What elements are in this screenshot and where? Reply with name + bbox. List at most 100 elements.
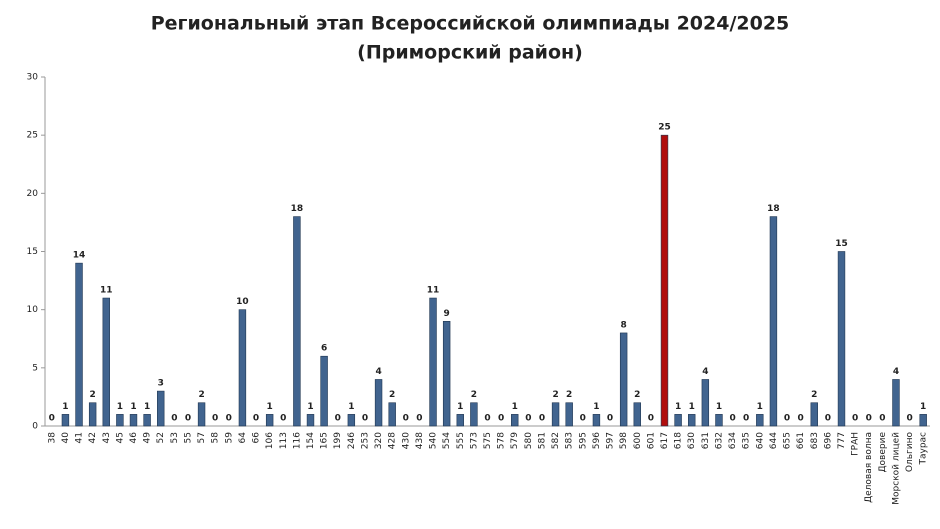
- x-tick-label: 632: [714, 432, 724, 449]
- x-tick-label: 600: [633, 432, 643, 449]
- x-tick-label: 597: [606, 432, 616, 449]
- value-label: 4: [702, 367, 708, 377]
- value-label: 1: [117, 402, 123, 412]
- value-label: 0: [498, 414, 504, 424]
- bar: [238, 309, 247, 427]
- value-label: 0: [484, 414, 490, 424]
- bar: [429, 297, 437, 427]
- value-label: 2: [634, 390, 640, 400]
- value-label: 0: [362, 414, 368, 424]
- x-tick-label: 640: [755, 432, 765, 449]
- value-label: 9: [444, 309, 450, 319]
- x-tick-label: ГРАН: [851, 432, 861, 456]
- x-tick-label: 655: [783, 432, 793, 449]
- x-tick-label: 595: [578, 432, 588, 449]
- value-label: 1: [512, 402, 518, 412]
- bar: [157, 390, 165, 427]
- value-label: 0: [212, 414, 218, 424]
- x-tick-label: 601: [646, 432, 656, 449]
- bar: [265, 414, 274, 427]
- bar: [129, 414, 138, 427]
- value-label: 0: [784, 414, 790, 424]
- value-label: 1: [675, 402, 681, 412]
- chart-subtitle: (Приморский район): [357, 42, 583, 64]
- value-label: 0: [866, 414, 872, 424]
- bar: [769, 216, 778, 427]
- x-tick-label: 581: [537, 432, 547, 449]
- value-label: 1: [757, 402, 763, 412]
- bar: [88, 402, 97, 427]
- x-tick-label: 617: [660, 432, 670, 449]
- x-tick-label: 116: [292, 432, 302, 449]
- value-label: 11: [100, 286, 113, 296]
- y-tick-label: 30: [27, 73, 39, 83]
- x-tick-label: 57: [197, 432, 207, 443]
- value-label: 1: [920, 402, 926, 412]
- value-label: 1: [307, 402, 313, 412]
- bar: [592, 414, 601, 427]
- value-label: 0: [416, 414, 422, 424]
- bar: [470, 402, 478, 427]
- x-tick-label: 578: [497, 432, 507, 449]
- value-label: 0: [49, 414, 55, 424]
- x-tick-label: 579: [510, 432, 520, 449]
- x-tick-label: 113: [279, 432, 289, 449]
- value-label: 2: [389, 390, 395, 400]
- x-tick-label: 598: [619, 432, 629, 449]
- x-tick-label: 58: [211, 432, 221, 444]
- y-tick-label: 0: [32, 422, 38, 432]
- x-tick-label: 154: [306, 432, 316, 449]
- x-tick-label: 580: [524, 432, 534, 449]
- value-label: 0: [906, 414, 912, 424]
- bar: [511, 414, 519, 427]
- value-label: 0: [607, 414, 613, 424]
- x-tick-label: 438: [415, 432, 425, 449]
- bar: [456, 414, 464, 427]
- value-label: 0: [539, 414, 545, 424]
- value-label: 6: [321, 344, 327, 354]
- value-label: 10: [236, 297, 249, 307]
- x-tick-label: 634: [728, 432, 738, 449]
- x-tick-label: 253: [360, 432, 370, 449]
- value-label: 25: [658, 123, 671, 133]
- bar: [75, 262, 83, 427]
- value-label: 2: [811, 390, 817, 400]
- value-label: 0: [825, 414, 831, 424]
- bar: [551, 402, 560, 427]
- bar: [442, 320, 451, 427]
- value-label: 0: [729, 414, 735, 424]
- value-label: 0: [580, 414, 586, 424]
- bar: [565, 402, 573, 427]
- x-tick-label: Морской лицей: [891, 432, 901, 505]
- value-label: 15: [835, 239, 848, 249]
- value-label: 1: [593, 402, 599, 412]
- bar: [293, 216, 301, 427]
- x-tick-label: 41: [75, 432, 85, 443]
- x-tick-label: 661: [796, 432, 806, 449]
- y-tick-label: 25: [27, 131, 38, 141]
- value-label: 1: [144, 402, 150, 412]
- bar: [715, 414, 723, 427]
- bar: [837, 251, 846, 427]
- x-tick-label: 246: [347, 432, 357, 449]
- bar: [756, 414, 764, 427]
- value-label: 0: [171, 414, 177, 424]
- bar: [374, 379, 383, 427]
- x-tick-label: 630: [687, 432, 697, 449]
- x-tick-label: 43: [102, 432, 112, 443]
- value-label: 2: [566, 390, 572, 400]
- bar: [388, 402, 396, 427]
- value-label: 4: [893, 367, 899, 377]
- x-tick-label: 38: [47, 432, 57, 444]
- value-label: 1: [62, 402, 68, 412]
- x-tick-label: 618: [674, 432, 684, 449]
- value-label: 0: [525, 414, 531, 424]
- y-tick-label: 15: [27, 247, 38, 257]
- y-tick-label: 20: [27, 189, 39, 199]
- x-tick-label: Таурас: [919, 432, 929, 466]
- bar: [306, 414, 315, 427]
- x-tick-label: 42: [88, 432, 98, 443]
- value-label: 0: [743, 414, 749, 424]
- x-tick-label: 55: [183, 432, 193, 443]
